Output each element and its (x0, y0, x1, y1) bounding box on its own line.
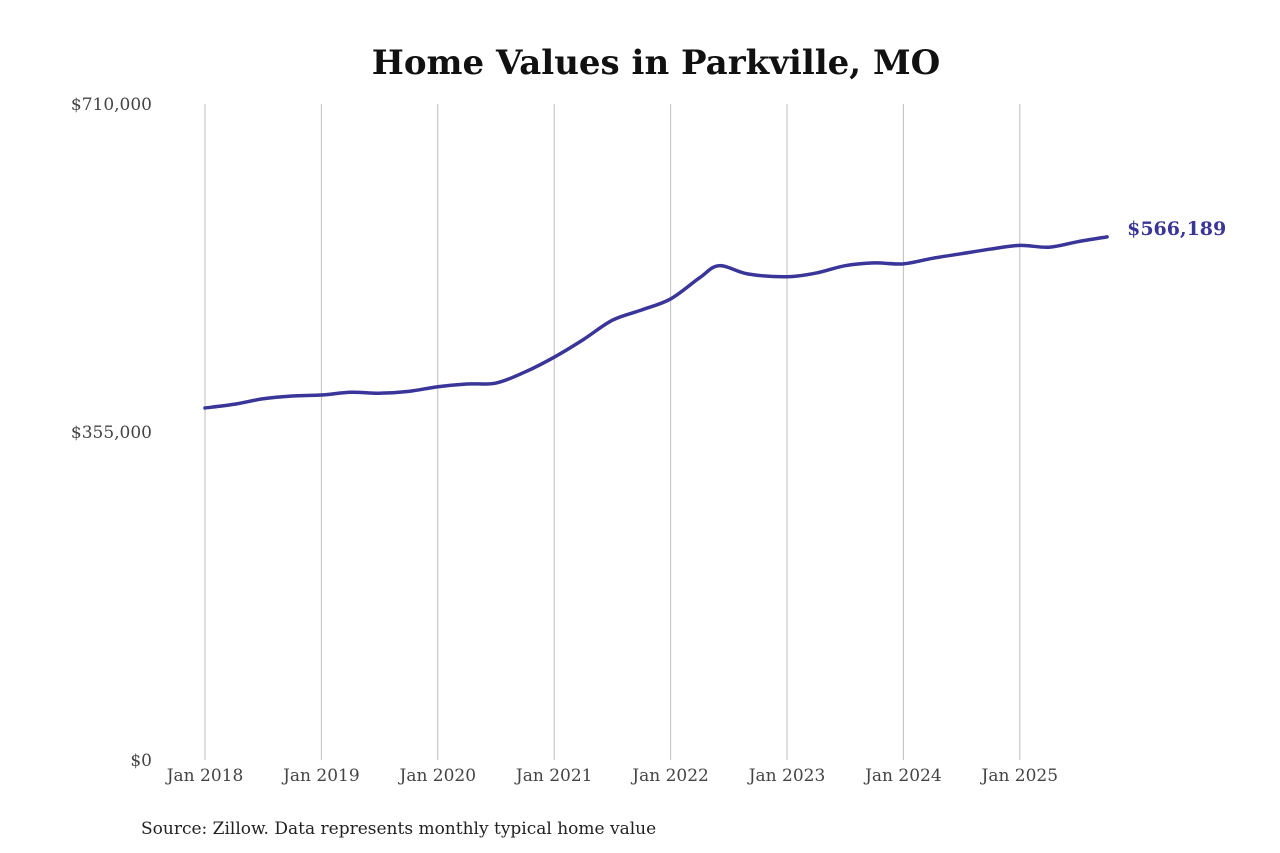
y-tick-label: $0 (130, 751, 152, 771)
x-tick-label: Jan 2018 (165, 766, 244, 786)
x-tick-label: Jan 2021 (514, 766, 593, 786)
chart-title: Home Values in Parkville, MO (372, 43, 940, 83)
x-tick-label: Jan 2022 (630, 766, 709, 786)
x-tick-label: Jan 2024 (863, 766, 942, 786)
x-tick-label: Jan 2020 (398, 766, 477, 786)
y-tick-label: $710,000 (71, 95, 152, 115)
source-note: Source: Zillow. Data represents monthly … (141, 819, 656, 839)
end-value-label: $566,189 (1127, 218, 1226, 240)
series-line (203, 235, 1109, 410)
x-tick-label: Jan 2023 (747, 766, 826, 786)
y-tick-label: $355,000 (71, 423, 152, 443)
x-tick-label: Jan 2025 (980, 766, 1059, 786)
x-tick-label: Jan 2019 (281, 766, 360, 786)
